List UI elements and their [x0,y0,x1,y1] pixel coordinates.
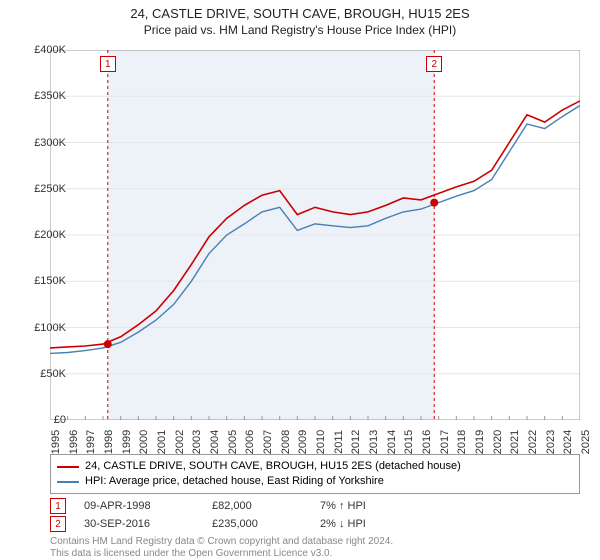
x-tick-label: 2009 [298,430,310,454]
marker-row-1: 1 09-APR-1998 £82,000 7% ↑ HPI [50,498,580,514]
marker-badge-2: 2 [50,516,66,532]
x-tick-label: 2005 [227,430,239,454]
x-tick-label: 2010 [315,430,327,454]
x-tick-label: 1996 [68,430,80,454]
chart-svg [50,50,580,420]
y-tick-label: £300K [22,137,66,149]
title-line-1: 24, CASTLE DRIVE, SOUTH CAVE, BROUGH, HU… [0,6,600,21]
chart-marker-badge: 2 [426,56,442,72]
x-tick-label: 2003 [192,430,204,454]
x-tick-label: 2021 [510,430,522,454]
title-block: 24, CASTLE DRIVE, SOUTH CAVE, BROUGH, HU… [0,0,600,37]
x-tick-label: 2013 [368,430,380,454]
x-tick-label: 1995 [50,430,62,454]
chart-marker-badge: 1 [100,56,116,72]
legend-label: HPI: Average price, detached house, East… [85,474,384,489]
marker-delta-2: 2% ↓ HPI [320,518,366,530]
x-tick-label: 2007 [262,430,274,454]
x-tick-label: 2000 [139,430,151,454]
marker-delta-1: 7% ↑ HPI [320,500,366,512]
legend-row: 24, CASTLE DRIVE, SOUTH CAVE, BROUGH, HU… [57,459,573,474]
x-tick-label: 2001 [156,430,168,454]
y-tick-label: £0 [22,414,66,426]
legend-label: 24, CASTLE DRIVE, SOUTH CAVE, BROUGH, HU… [85,459,461,474]
legend-swatch [57,466,79,468]
marker-date-1: 09-APR-1998 [84,500,194,512]
y-tick-label: £200K [22,229,66,241]
x-tick-label: 2020 [492,430,504,454]
x-tick-label: 2002 [174,430,186,454]
legend-box: 24, CASTLE DRIVE, SOUTH CAVE, BROUGH, HU… [50,454,580,494]
title-line-2: Price paid vs. HM Land Registry's House … [0,23,600,37]
x-tick-label: 2016 [421,430,433,454]
x-tick-label: 2012 [351,430,363,454]
marker-row-2: 2 30-SEP-2016 £235,000 2% ↓ HPI [50,516,580,532]
y-tick-label: £150K [22,275,66,287]
y-tick-label: £350K [22,90,66,102]
y-tick-label: £250K [22,183,66,195]
y-tick-label: £100K [22,322,66,334]
legend-swatch [57,481,79,483]
marker-date-2: 30-SEP-2016 [84,518,194,530]
y-tick-label: £50K [22,368,66,380]
marker-price-1: £82,000 [212,500,302,512]
x-tick-label: 2014 [386,430,398,454]
footer-line-1: Contains HM Land Registry data © Crown c… [50,536,393,548]
footer-line-2: This data is licensed under the Open Gov… [50,548,393,560]
chart-area [50,50,580,420]
legend-row: HPI: Average price, detached house, East… [57,474,573,489]
x-tick-label: 2008 [280,430,292,454]
x-tick-label: 2017 [439,430,451,454]
x-tick-label: 2022 [527,430,539,454]
x-tick-label: 1997 [86,430,98,454]
x-tick-label: 2011 [332,430,344,454]
x-tick-label: 2019 [474,430,486,454]
x-tick-label: 2006 [245,430,257,454]
x-tick-label: 1998 [103,430,115,454]
marker-badge-1: 1 [50,498,66,514]
x-tick-label: 2018 [457,430,469,454]
footer-note: Contains HM Land Registry data © Crown c… [50,536,393,560]
x-tick-label: 1999 [121,430,133,454]
marker-price-2: £235,000 [212,518,302,530]
x-tick-label: 2023 [545,430,557,454]
x-tick-label: 2015 [404,430,416,454]
y-tick-label: £400K [22,44,66,56]
x-tick-label: 2025 [580,430,592,454]
root: 24, CASTLE DRIVE, SOUTH CAVE, BROUGH, HU… [0,0,600,560]
x-tick-label: 2004 [209,430,221,454]
x-tick-label: 2024 [563,430,575,454]
